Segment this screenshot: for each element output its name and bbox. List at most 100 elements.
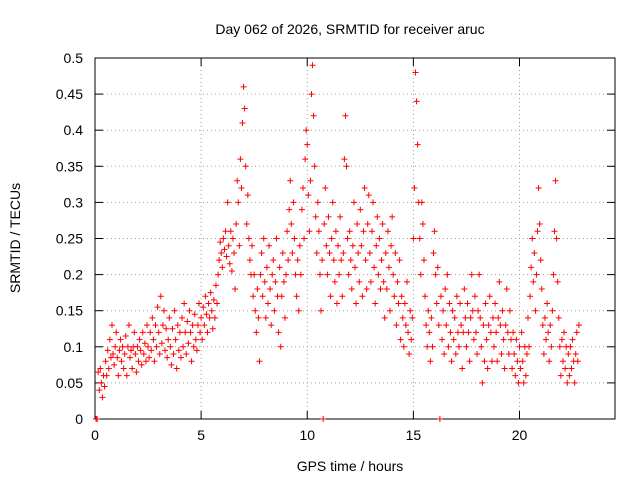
data-point xyxy=(254,286,261,293)
data-point xyxy=(267,286,274,293)
data-point xyxy=(348,286,355,293)
data-point xyxy=(159,322,166,329)
data-point xyxy=(320,416,327,422)
data-point xyxy=(222,228,229,235)
data-point xyxy=(400,343,407,350)
data-point xyxy=(262,314,269,321)
data-point xyxy=(97,365,104,372)
data-point xyxy=(454,329,461,336)
data-point xyxy=(263,264,270,271)
data-point xyxy=(313,249,320,256)
data-point xyxy=(309,62,316,69)
data-point xyxy=(533,271,540,278)
data-point xyxy=(103,372,110,379)
data-point xyxy=(185,340,192,347)
data-point xyxy=(128,347,135,354)
data-point xyxy=(99,394,106,401)
data-point xyxy=(557,372,564,379)
data-point xyxy=(393,322,400,329)
data-point xyxy=(256,358,263,365)
data-point xyxy=(229,235,236,242)
x-tick-label: 0 xyxy=(91,427,99,443)
data-point xyxy=(278,293,285,300)
data-point xyxy=(546,358,553,365)
data-point xyxy=(252,307,259,314)
data-point xyxy=(319,257,326,264)
data-point xyxy=(341,156,348,163)
data-point xyxy=(279,249,286,256)
data-point xyxy=(240,83,247,90)
data-point xyxy=(465,329,472,336)
data-point xyxy=(463,343,470,350)
data-point xyxy=(346,228,353,235)
data-point xyxy=(476,271,483,278)
data-point xyxy=(391,293,398,300)
data-point xyxy=(500,336,507,343)
data-point xyxy=(147,329,154,336)
data-point xyxy=(220,235,227,242)
x-tick-label: 5 xyxy=(197,427,205,443)
data-point xyxy=(412,69,419,76)
data-point xyxy=(120,365,127,372)
data-point xyxy=(152,322,159,329)
data-point xyxy=(534,228,541,235)
data-point xyxy=(288,221,295,228)
data-point xyxy=(406,351,413,358)
data-point xyxy=(231,249,238,256)
data-point xyxy=(537,257,544,264)
data-point xyxy=(237,156,244,163)
data-point xyxy=(498,351,505,358)
data-point xyxy=(158,340,165,347)
data-point xyxy=(115,372,122,379)
data-point xyxy=(305,192,312,199)
data-point xyxy=(569,336,576,343)
data-point xyxy=(135,358,142,365)
data-point xyxy=(411,184,418,191)
data-point xyxy=(360,228,367,235)
data-point xyxy=(241,105,248,112)
data-point xyxy=(356,278,363,285)
x-tick-label: 15 xyxy=(406,427,422,443)
data-point xyxy=(177,354,184,361)
data-point xyxy=(156,351,163,358)
data-point xyxy=(387,307,394,314)
data-point xyxy=(181,300,188,307)
data-point xyxy=(101,383,108,390)
data-point xyxy=(168,361,175,368)
data-point xyxy=(358,242,365,249)
data-point xyxy=(197,329,204,336)
data-point xyxy=(105,365,112,372)
data-point xyxy=(255,314,262,321)
data-point xyxy=(459,365,466,372)
data-point xyxy=(350,199,357,206)
data-point xyxy=(201,322,208,329)
data-point xyxy=(482,300,489,307)
data-point xyxy=(281,314,288,321)
data-point xyxy=(414,141,421,148)
data-point xyxy=(306,228,313,235)
data-point xyxy=(136,336,143,343)
data-point xyxy=(216,257,223,264)
data-point xyxy=(300,184,306,191)
data-point xyxy=(442,286,449,293)
data-point xyxy=(396,257,403,264)
data-point xyxy=(357,206,364,213)
y-tick-label: 0.45 xyxy=(56,86,83,102)
data-point xyxy=(382,249,389,256)
data-point xyxy=(328,235,335,242)
data-point xyxy=(260,235,267,242)
data-point xyxy=(394,278,401,285)
x-tick-label: 10 xyxy=(299,427,315,443)
data-point xyxy=(125,322,132,329)
data-point xyxy=(513,336,520,343)
data-point xyxy=(236,242,243,249)
data-point xyxy=(244,192,251,199)
data-point xyxy=(478,343,485,350)
data-point xyxy=(186,307,193,314)
data-point xyxy=(362,257,369,264)
data-point xyxy=(528,264,535,271)
data-point xyxy=(221,246,228,253)
data-point xyxy=(338,257,345,264)
data-point xyxy=(275,329,282,336)
